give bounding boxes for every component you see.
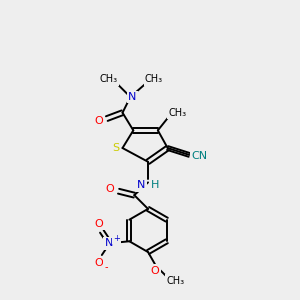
Text: CH₃: CH₃ xyxy=(168,108,187,118)
Text: H: H xyxy=(151,180,159,190)
Text: O: O xyxy=(94,219,103,229)
Text: CH₃: CH₃ xyxy=(167,275,184,286)
Text: +: + xyxy=(113,234,120,243)
Text: CH₃: CH₃ xyxy=(100,74,118,84)
Text: CH₃: CH₃ xyxy=(145,74,163,84)
Text: S: S xyxy=(112,143,119,153)
Text: N: N xyxy=(137,180,146,190)
Text: O: O xyxy=(105,184,114,194)
Text: N: N xyxy=(104,238,113,248)
Text: -: - xyxy=(104,262,107,272)
Text: O: O xyxy=(94,258,103,268)
Text: O: O xyxy=(94,116,103,126)
Text: O: O xyxy=(151,266,159,276)
Text: CN: CN xyxy=(191,151,207,161)
Text: N: N xyxy=(128,92,136,102)
